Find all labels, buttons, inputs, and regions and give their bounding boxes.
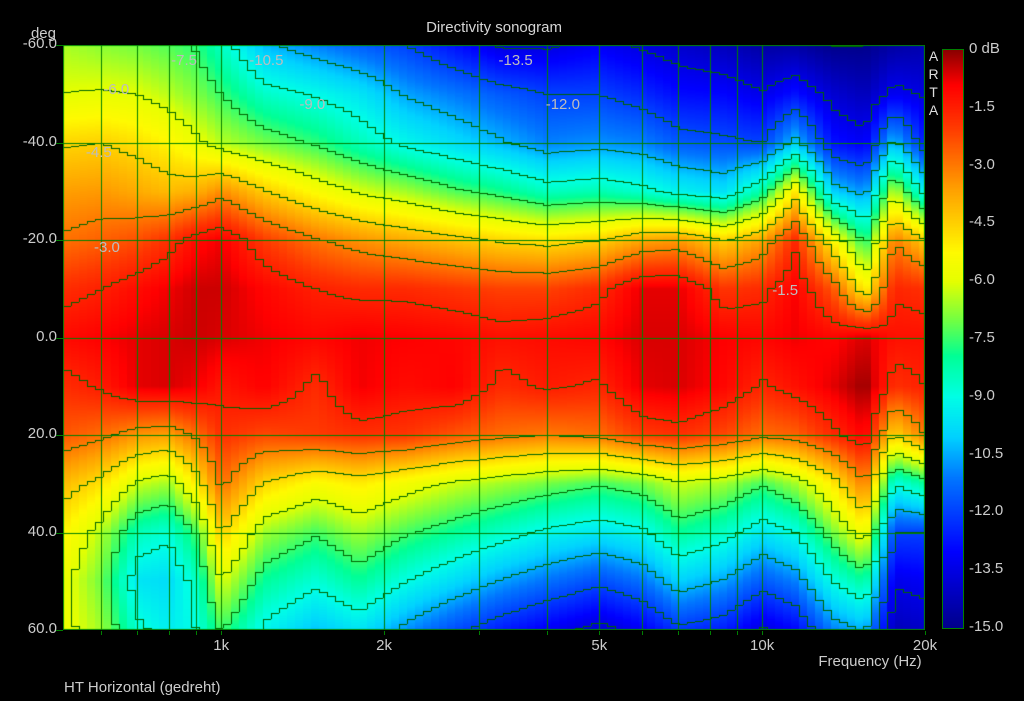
y-tick-label: -60.0 — [22, 35, 57, 52]
x-tick-mark — [101, 631, 102, 635]
colorbar-tick-label: -9.0 — [969, 386, 995, 404]
colorbar-tick-label: -4.5 — [969, 213, 995, 231]
y-tick-label: -40.0 — [22, 132, 57, 150]
arta-watermark-letter: R — [928, 66, 939, 82]
x-tick-label: 5k — [591, 637, 608, 654]
x-tick-mark — [384, 631, 385, 635]
colorbar-tick-label: -13.5 — [969, 560, 1004, 578]
sonogram-canvas — [63, 45, 925, 630]
contour-label: -13.5 — [498, 51, 533, 69]
colorbar-tick-label: -1.5 — [969, 97, 995, 115]
contour-label: -4.5 — [85, 144, 112, 162]
x-tick-mark — [710, 631, 711, 635]
y-tick-label: 20.0 — [27, 425, 57, 442]
colorbar-tick-label: -6.0 — [969, 271, 995, 289]
y-tick-mark — [56, 240, 63, 241]
measurement-title: HT Horizontal (gedreht) — [64, 679, 221, 696]
colorbar-tick-label: -3.0 — [969, 155, 995, 173]
x-tick-mark — [479, 631, 480, 635]
x-tick-label: 2k — [376, 637, 392, 654]
contour-label: -12.0 — [545, 95, 580, 113]
x-tick-mark — [642, 631, 643, 635]
y-tick-mark — [56, 532, 63, 534]
x-tick-mark — [925, 631, 926, 635]
contour-label: -1.5 — [772, 282, 799, 300]
x-tick-mark — [737, 631, 738, 635]
x-tick-label: 20k — [912, 637, 938, 654]
contour-label: -6.0 — [103, 80, 130, 98]
y-tick-mark — [56, 337, 63, 339]
colorbar-gradient — [942, 49, 964, 629]
contour-label: -9.0 — [299, 95, 326, 113]
colorbar-tick-label: 0 dB — [969, 40, 1000, 57]
colorbar-tick-label: -15.0 — [969, 618, 1004, 635]
y-tick-mark — [56, 630, 63, 631]
x-tick-mark — [221, 631, 222, 635]
x-tick-mark — [762, 631, 763, 635]
contour-label: -3.0 — [94, 238, 120, 256]
y-tick-label: -20.0 — [22, 230, 57, 247]
y-tick-label: 40.0 — [27, 522, 57, 540]
arta-watermark-letter: A — [928, 102, 939, 118]
x-tick-mark — [169, 631, 170, 635]
contour-label: -10.5 — [249, 51, 284, 69]
x-tick-mark — [547, 631, 548, 635]
colorbar-tick-label: -7.5 — [969, 329, 995, 346]
y-axis-unit-label: deg — [30, 25, 56, 42]
x-tick-label: 10k — [750, 637, 775, 654]
chart-title: Directivity sonogram — [426, 19, 562, 36]
colorbar-tick-label: -12.0 — [969, 502, 1004, 520]
arta-watermark-letter: T — [929, 84, 938, 100]
y-tick-mark — [56, 142, 63, 144]
y-tick-mark — [56, 45, 63, 46]
x-tick-mark — [599, 631, 600, 635]
y-tick-label: 0.0 — [36, 327, 57, 345]
x-tick-mark — [137, 631, 138, 635]
x-tick-mark — [196, 631, 197, 635]
colorbar-tick-label: -10.5 — [969, 444, 1004, 462]
arta-watermark-letter: A — [928, 48, 939, 64]
x-axis-title: Frequency (Hz) — [818, 653, 922, 670]
x-tick-mark — [678, 631, 679, 635]
x-tick-label: 1k — [213, 637, 230, 654]
y-tick-label: 60.0 — [27, 620, 57, 637]
contour-label: -7.5 — [171, 51, 198, 69]
y-tick-mark — [56, 435, 63, 436]
